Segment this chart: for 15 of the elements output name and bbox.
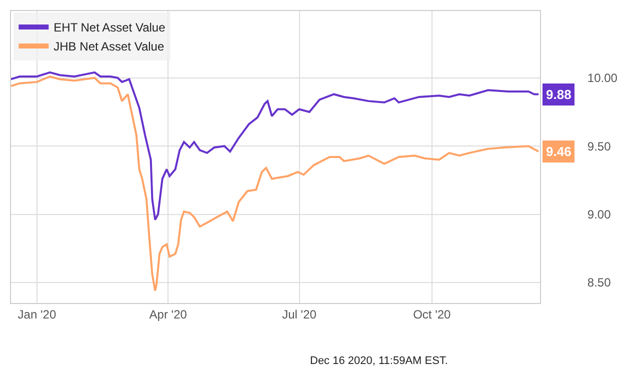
text: Dec 16 2020, 11:59AM EST. <box>310 355 448 367</box>
legend-label: JHB Net Asset Value <box>54 40 164 54</box>
y-tick-label: 8.50 <box>587 276 612 290</box>
y-tick-label: 10.00 <box>587 71 618 86</box>
y-tick-label: 9.50 <box>587 139 612 154</box>
y-tick-label: 9.00 <box>587 208 612 222</box>
data-label: 9.88 <box>546 87 572 102</box>
x-tick-label: Oct '20 <box>413 307 452 322</box>
data-label: 9.46 <box>546 144 572 159</box>
x-tick-label: Apr '20 <box>149 307 188 322</box>
line-series <box>11 71 540 221</box>
legend-label: EHT Net Asset Value <box>54 20 166 35</box>
x-tick-label: Jul '20 <box>282 307 317 322</box>
x-tick-label: Jan '20 <box>18 307 56 322</box>
line-series <box>11 76 540 292</box>
